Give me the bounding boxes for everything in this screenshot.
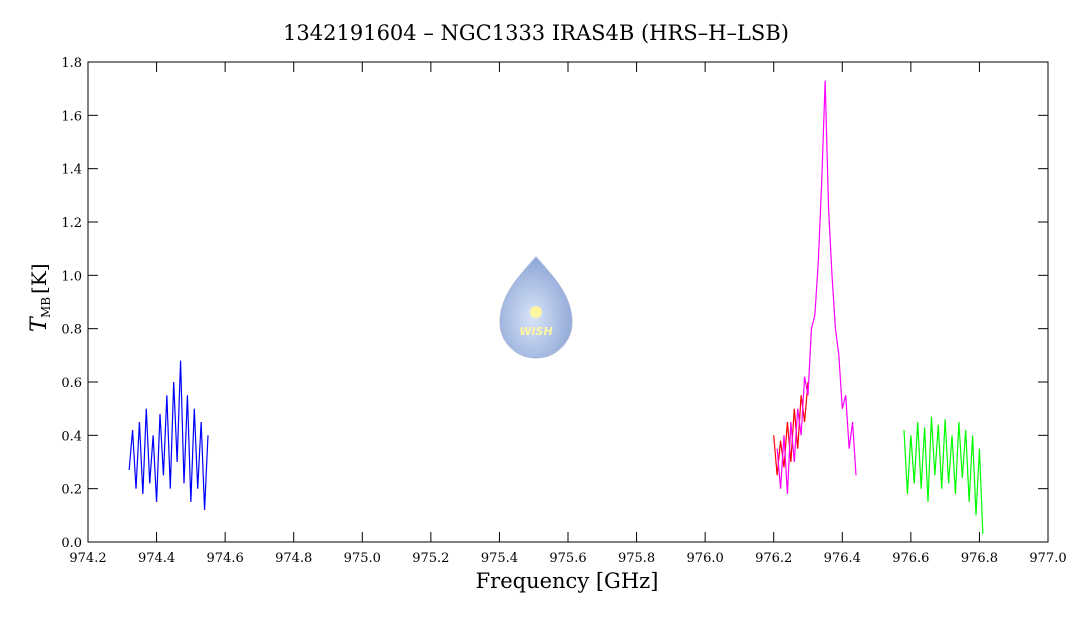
- y-label-unit: [K]: [27, 263, 51, 294]
- x-tick-label: 976.4: [824, 551, 861, 566]
- y-label-subscript: MB: [39, 297, 53, 318]
- y-axis-label: T MB [K]: [27, 263, 53, 332]
- x-axis-label: Frequency [GHz]: [476, 569, 659, 593]
- y-tick-label: 0.8: [61, 323, 82, 338]
- spectrum-line: [776, 80, 857, 495]
- x-tick-label: 975.4: [481, 551, 518, 566]
- y-tick-label: 1.8: [61, 56, 82, 71]
- spectrum-line: [903, 416, 984, 535]
- spectrum-line: [128, 360, 209, 511]
- x-tick-label: 975.0: [344, 551, 381, 566]
- chart-title: 1342191604 – NGC1333 IRAS4B (HRS–H–LSB): [283, 21, 789, 45]
- x-tick-label: 975.2: [412, 551, 449, 566]
- x-tick-label: 974.2: [69, 551, 106, 566]
- x-tick-label: 976.0: [687, 551, 724, 566]
- spectrum-line: [773, 381, 809, 476]
- y-tick-label: 0.0: [61, 536, 82, 551]
- x-tick-label: 974.6: [207, 551, 244, 566]
- x-tick-label: 974.8: [275, 551, 312, 566]
- logo-text: WISH: [519, 325, 552, 338]
- x-tick-label: 975.6: [549, 551, 586, 566]
- y-tick-label: 1.6: [61, 109, 82, 124]
- x-tick-label: 974.4: [138, 551, 175, 566]
- wish-logo: WISH: [499, 256, 573, 359]
- y-label-symbol: T: [27, 315, 52, 332]
- y-tick-label: 0.6: [61, 376, 82, 391]
- x-tick-label: 976.6: [892, 551, 929, 566]
- y-tick-label: 0.4: [61, 429, 82, 444]
- y-tick-label: 1.0: [61, 269, 82, 284]
- logo-star: [530, 306, 542, 318]
- x-tick-label: 975.8: [618, 551, 655, 566]
- y-tick-label: 1.4: [61, 163, 82, 178]
- y-tick-label: 1.2: [61, 216, 82, 231]
- x-tick-label: 976.8: [961, 551, 998, 566]
- x-tick-label: 976.2: [755, 551, 792, 566]
- y-tick-label: 0.2: [61, 483, 82, 498]
- x-tick-label: 977.0: [1029, 551, 1066, 566]
